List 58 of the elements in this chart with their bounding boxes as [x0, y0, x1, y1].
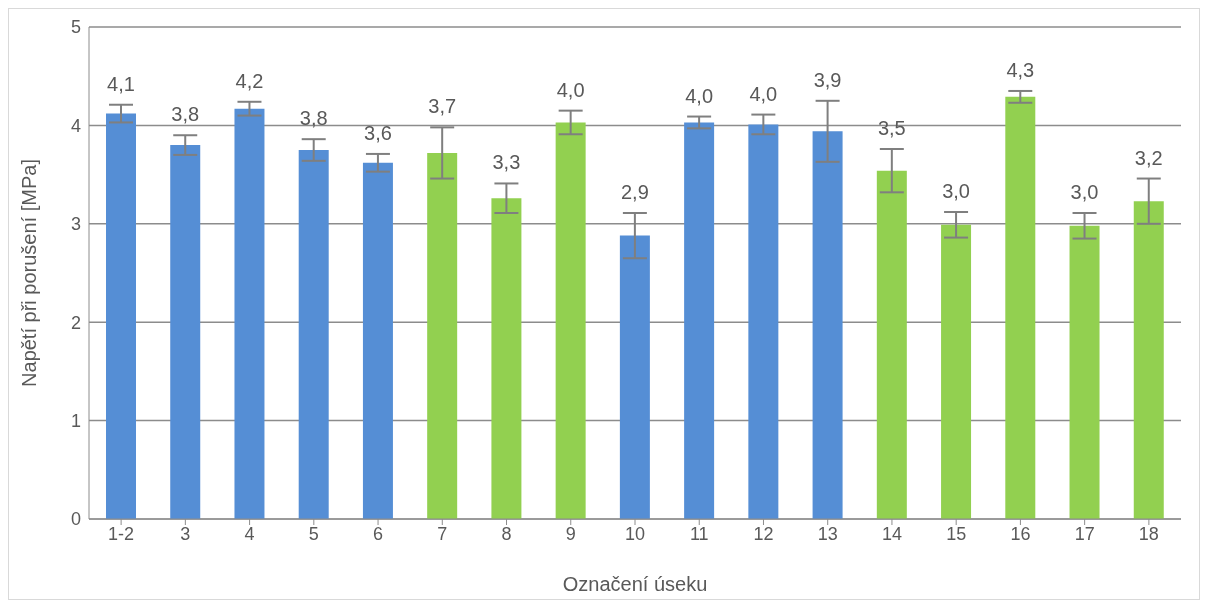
- x-tick-label: 12: [753, 523, 774, 544]
- bar: [427, 152, 458, 519]
- x-tick-label: 16: [1010, 523, 1031, 544]
- data-label: 3,7: [428, 95, 457, 118]
- x-tick-label: 6: [373, 523, 384, 544]
- x-tick-label: 3: [180, 523, 191, 544]
- bar: [362, 162, 393, 519]
- x-tick-label: 11: [689, 523, 709, 544]
- y-tick-label: 4: [70, 115, 81, 136]
- data-label: 3,3: [492, 151, 521, 174]
- data-label: 3,0: [942, 179, 970, 202]
- x-tick-label: 10: [624, 523, 646, 544]
- y-axis-title: Napětí při porušení [MPa]: [18, 159, 41, 387]
- bar: [170, 145, 201, 519]
- x-tick-label: 15: [946, 523, 967, 544]
- data-label: 3,6: [364, 121, 392, 144]
- bar: [941, 224, 972, 519]
- x-tick-label: 17: [1074, 523, 1095, 544]
- y-tick-label: 3: [70, 214, 81, 235]
- bar: [234, 108, 265, 519]
- data-label: 3,8: [171, 103, 200, 126]
- data-label: 4,0: [685, 84, 714, 107]
- x-tick-label: 8: [501, 523, 512, 544]
- data-label: 2,9: [620, 180, 649, 203]
- data-label: 4,1: [107, 72, 135, 95]
- x-tick-label: 13: [817, 523, 838, 544]
- y-tick-label: 1: [70, 410, 81, 431]
- data-label: 4,3: [1006, 58, 1035, 81]
- bar: [619, 235, 650, 519]
- x-tick-label: 5: [308, 523, 319, 544]
- bar: [1133, 201, 1164, 519]
- bar: [491, 198, 522, 519]
- x-tick-label: 9: [565, 523, 576, 544]
- bar: [684, 122, 715, 519]
- bar: [298, 150, 329, 519]
- bar: [748, 124, 779, 519]
- bar: [876, 170, 907, 519]
- y-tick-label: 2: [70, 312, 81, 333]
- bar: [1069, 225, 1100, 519]
- bar: [106, 113, 136, 519]
- y-tick-label: 5: [70, 17, 81, 38]
- data-label: 4,0: [749, 82, 778, 105]
- x-tick-label: 7: [437, 523, 448, 544]
- x-axis-title: Označení úseku: [562, 573, 708, 595]
- x-tick-label: 18: [1138, 523, 1159, 544]
- data-label: 4,0: [556, 78, 585, 101]
- x-tick-label: 14: [881, 523, 902, 544]
- data-label: 3,2: [1134, 146, 1163, 169]
- data-label: 4,2: [235, 69, 264, 92]
- y-tick-label: 0: [70, 509, 81, 530]
- data-label: 3,9: [813, 68, 842, 91]
- x-tick-label: 4: [244, 523, 255, 544]
- x-tick-label: 1-2: [108, 523, 135, 544]
- data-label: 3,0: [1070, 180, 1099, 203]
- bar: [812, 131, 843, 519]
- data-label: 3,8: [299, 107, 328, 130]
- bar: [555, 122, 586, 519]
- bar: [1005, 96, 1036, 519]
